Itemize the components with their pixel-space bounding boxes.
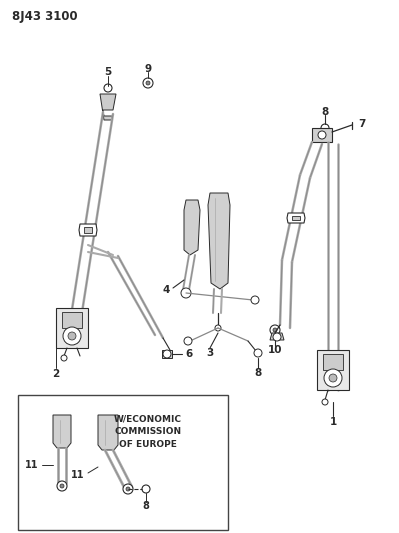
Text: 8: 8 [255, 368, 262, 378]
Circle shape [63, 327, 81, 345]
Polygon shape [53, 415, 71, 448]
Circle shape [215, 325, 221, 331]
Circle shape [57, 481, 67, 491]
Circle shape [142, 485, 150, 493]
Circle shape [123, 484, 133, 494]
Polygon shape [62, 312, 82, 328]
Circle shape [184, 337, 192, 345]
Circle shape [273, 328, 277, 332]
Circle shape [126, 487, 130, 491]
Text: 1: 1 [330, 417, 337, 427]
Circle shape [61, 355, 67, 361]
Circle shape [251, 296, 259, 304]
Polygon shape [162, 350, 172, 358]
Circle shape [273, 333, 281, 341]
Polygon shape [317, 350, 349, 390]
Text: 11: 11 [71, 470, 84, 480]
Text: 10: 10 [268, 345, 282, 355]
Polygon shape [323, 354, 343, 370]
Circle shape [163, 350, 171, 358]
Circle shape [68, 332, 76, 340]
Text: 11: 11 [24, 460, 38, 470]
Polygon shape [100, 94, 116, 120]
Text: 5: 5 [105, 67, 112, 77]
Text: 7: 7 [358, 119, 365, 129]
Circle shape [143, 78, 153, 88]
Circle shape [181, 288, 191, 298]
Circle shape [60, 484, 64, 488]
Circle shape [322, 399, 328, 405]
Text: 4: 4 [163, 285, 170, 295]
Text: 3: 3 [206, 348, 213, 358]
Text: 8J43 3100: 8J43 3100 [12, 10, 78, 23]
Circle shape [146, 81, 150, 85]
Text: 6: 6 [185, 349, 192, 359]
Text: 8: 8 [142, 501, 150, 511]
Circle shape [318, 131, 326, 139]
Polygon shape [56, 308, 88, 348]
Text: W/ECONOMIC
COMMISSION
OF EUROPE: W/ECONOMIC COMMISSION OF EUROPE [114, 415, 182, 449]
Polygon shape [98, 415, 118, 450]
Circle shape [270, 325, 280, 335]
Text: 2: 2 [52, 369, 59, 379]
Polygon shape [292, 216, 300, 220]
Bar [18, 395, 228, 530]
Circle shape [321, 124, 329, 132]
Text: 8: 8 [321, 107, 329, 117]
Polygon shape [208, 193, 230, 289]
Polygon shape [84, 227, 92, 233]
Polygon shape [184, 200, 200, 255]
Polygon shape [270, 333, 284, 340]
Circle shape [104, 84, 112, 92]
Text: 9: 9 [144, 64, 152, 74]
Circle shape [329, 374, 337, 382]
Polygon shape [287, 213, 305, 223]
Polygon shape [79, 224, 97, 236]
Circle shape [254, 349, 262, 357]
Circle shape [324, 369, 342, 387]
Polygon shape [312, 128, 332, 142]
